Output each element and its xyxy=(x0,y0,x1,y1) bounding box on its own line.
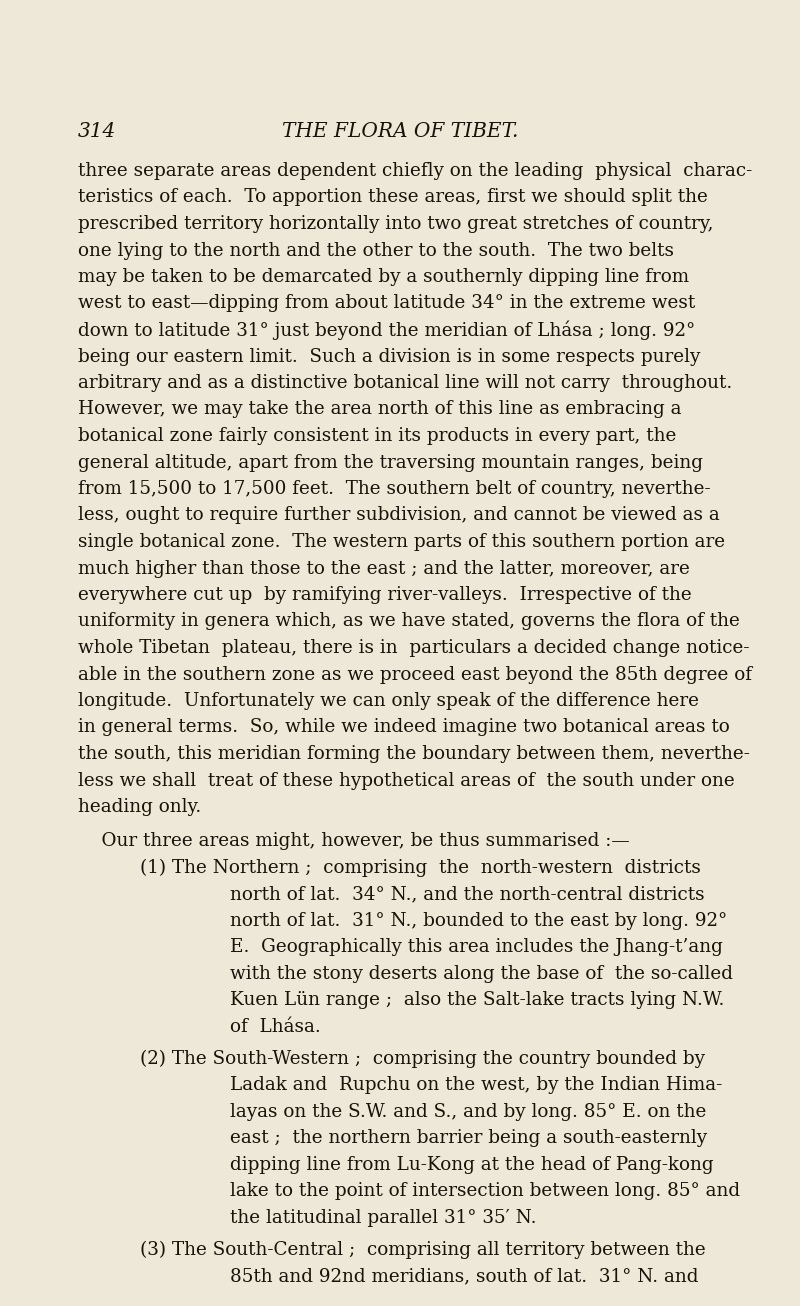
Text: layas on the S.W. and S., and by long. 85° E. on the: layas on the S.W. and S., and by long. 8… xyxy=(230,1102,706,1121)
Text: However, we may take the area north of this line as embracing a: However, we may take the area north of t… xyxy=(78,401,682,418)
Text: teristics of each.  To apportion these areas, first we should split the: teristics of each. To apportion these ar… xyxy=(78,188,708,206)
Text: 314: 314 xyxy=(78,121,116,141)
Text: three separate areas dependent chiefly on the leading  physical  charac-: three separate areas dependent chiefly o… xyxy=(78,162,752,180)
Text: lake to the point of intersection between long. 85° and: lake to the point of intersection betwee… xyxy=(230,1182,740,1200)
Text: one lying to the north and the other to the south.  The two belts: one lying to the north and the other to … xyxy=(78,242,674,260)
Text: west to east—dipping from about latitude 34° in the extreme west: west to east—dipping from about latitude… xyxy=(78,294,695,312)
Text: arbitrary and as a distinctive botanical line will not carry  throughout.: arbitrary and as a distinctive botanical… xyxy=(78,374,732,392)
Text: Our three areas might, however, be thus summarised :—: Our three areas might, however, be thus … xyxy=(78,832,630,850)
Text: botanical zone fairly consistent in its products in every part, the: botanical zone fairly consistent in its … xyxy=(78,427,676,445)
Text: (2) The South-Western ;  comprising the country bounded by: (2) The South-Western ; comprising the c… xyxy=(140,1050,705,1068)
Text: THE FLORA OF TIBET.: THE FLORA OF TIBET. xyxy=(282,121,518,141)
Text: of  Lhása.: of Lhása. xyxy=(230,1017,321,1036)
Text: everywhere cut up  by ramifying river-valleys.  Irrespective of the: everywhere cut up by ramifying river-val… xyxy=(78,586,692,603)
Text: Ladak and  Rupchu on the west, by the Indian Hima-: Ladak and Rupchu on the west, by the Ind… xyxy=(230,1076,722,1094)
Text: single botanical zone.  The western parts of this southern portion are: single botanical zone. The western parts… xyxy=(78,533,725,551)
Text: uniformity in genera which, as we have stated, governs the flora of the: uniformity in genera which, as we have s… xyxy=(78,613,740,631)
Text: much higher than those to the east ; and the latter, moreover, are: much higher than those to the east ; and… xyxy=(78,559,690,577)
Text: able in the southern zone as we proceed east beyond the 85th degree of: able in the southern zone as we proceed … xyxy=(78,666,752,683)
Text: heading only.: heading only. xyxy=(78,798,202,816)
Text: east ;  the northern barrier being a south-easternly: east ; the northern barrier being a sout… xyxy=(230,1130,707,1147)
Text: (1) The Northern ;  comprising  the  north-western  districts: (1) The Northern ; comprising the north-… xyxy=(140,859,701,878)
Text: the south, this meridian forming the boundary between them, neverthe-: the south, this meridian forming the bou… xyxy=(78,744,750,763)
Text: general altitude, apart from the traversing mountain ranges, being: general altitude, apart from the travers… xyxy=(78,453,703,471)
Text: dipping line from Lu-Kong at the head of Pang-kong: dipping line from Lu-Kong at the head of… xyxy=(230,1156,714,1174)
Text: Kuen Lün range ;  also the Salt-lake tracts lying N.W.: Kuen Lün range ; also the Salt-lake trac… xyxy=(230,991,724,1010)
Text: whole Tibetan  plateau, there is in  particulars a decided change notice-: whole Tibetan plateau, there is in parti… xyxy=(78,639,750,657)
Text: may be taken to be demarcated by a southernly dipping line from: may be taken to be demarcated by a south… xyxy=(78,268,689,286)
Text: the latitudinal parallel 31° 35′ N.: the latitudinal parallel 31° 35′ N. xyxy=(230,1209,537,1226)
Text: prescribed territory horizontally into two great stretches of country,: prescribed territory horizontally into t… xyxy=(78,215,714,232)
Text: with the stony deserts along the base of  the so-called: with the stony deserts along the base of… xyxy=(230,965,733,983)
Text: down to latitude 31° just beyond the meridian of Lhása ; long. 92°: down to latitude 31° just beyond the mer… xyxy=(78,321,695,341)
Text: (3) The South-Central ;  comprising all territory between the: (3) The South-Central ; comprising all t… xyxy=(140,1241,706,1259)
Text: E.  Geographically this area includes the Jhang-t’ang: E. Geographically this area includes the… xyxy=(230,939,723,956)
Text: north of lat.  31° N., bounded to the east by long. 92°: north of lat. 31° N., bounded to the eas… xyxy=(230,912,727,930)
Text: longitude.  Unfortunately we can only speak of the difference here: longitude. Unfortunately we can only spe… xyxy=(78,692,699,710)
Text: from 15,500 to 17,500 feet.  The southern belt of country, neverthe-: from 15,500 to 17,500 feet. The southern… xyxy=(78,481,710,498)
Text: being our eastern limit.  Such a division is in some respects purely: being our eastern limit. Such a division… xyxy=(78,347,700,366)
Text: less, ought to require further subdivision, and cannot be viewed as a: less, ought to require further subdivisi… xyxy=(78,507,720,525)
Text: in general terms.  So, while we indeed imagine two botanical areas to: in general terms. So, while we indeed im… xyxy=(78,718,730,737)
Text: less we shall  treat of these hypothetical areas of  the south under one: less we shall treat of these hypothetica… xyxy=(78,772,734,790)
Text: north of lat.  34° N., and the north-central districts: north of lat. 34° N., and the north-cent… xyxy=(230,885,705,904)
Text: 85th and 92nd meridians, south of lat.  31° N. and: 85th and 92nd meridians, south of lat. 3… xyxy=(230,1267,698,1285)
